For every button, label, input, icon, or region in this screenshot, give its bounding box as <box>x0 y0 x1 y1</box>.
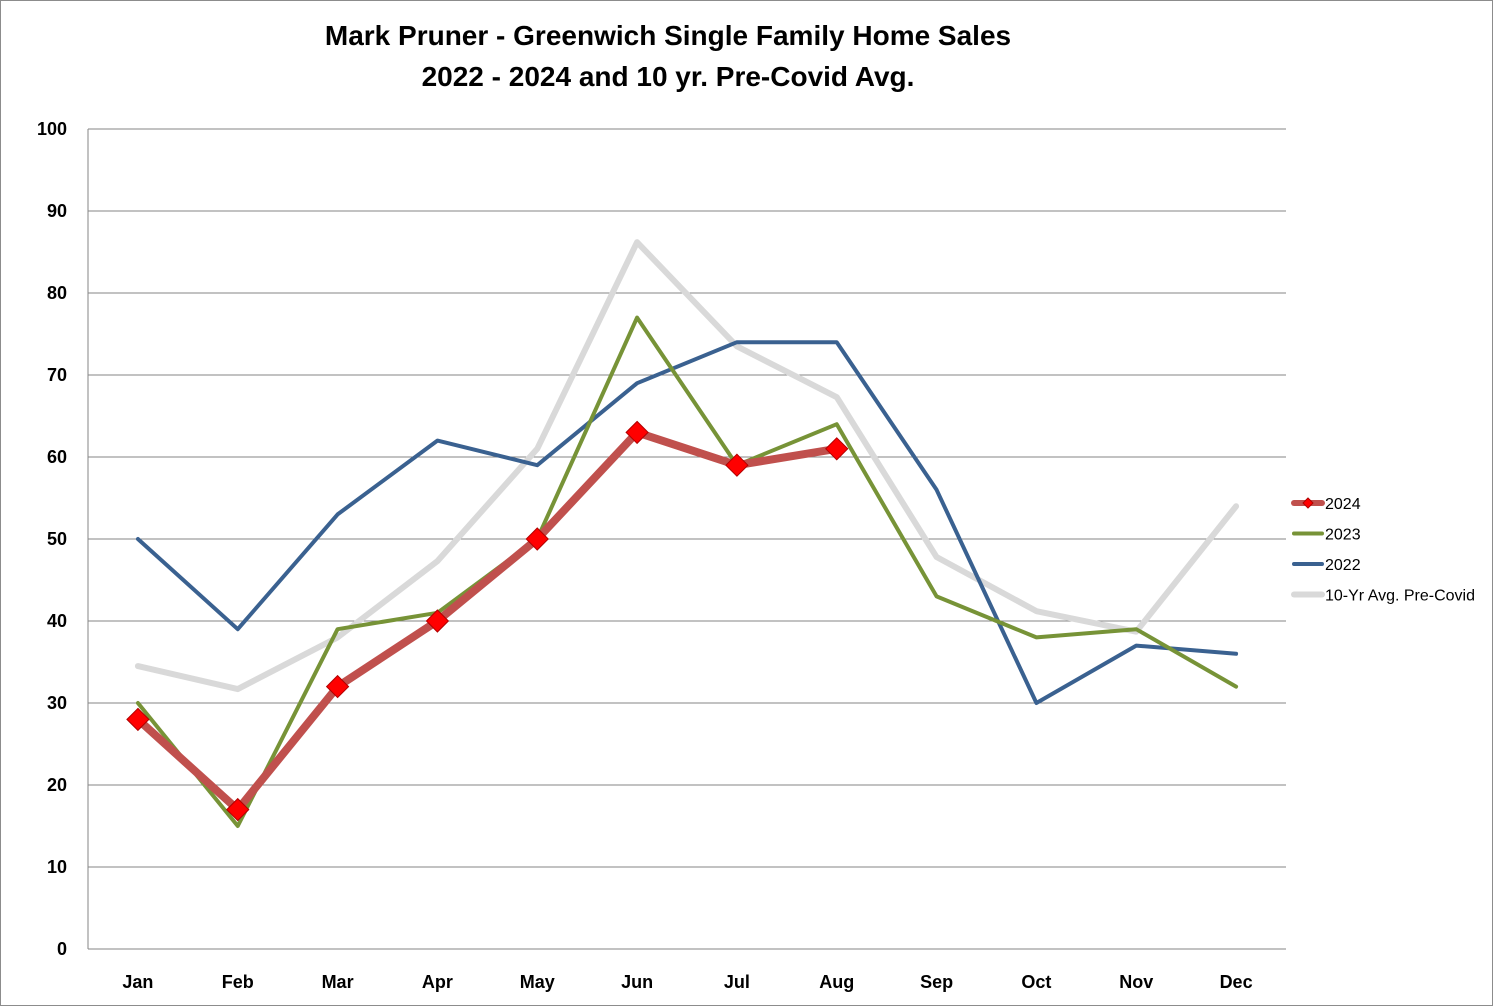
data-point-2024-mar <box>325 674 350 699</box>
x-tick-label: Dec <box>1220 972 1253 992</box>
axes <box>87 129 1286 950</box>
x-tick-label: Jan <box>122 972 153 992</box>
legend-marker <box>1302 497 1314 509</box>
gridlines <box>88 128 1286 868</box>
legend-item-2024: 2024 <box>1291 496 1361 513</box>
y-tick-label: 10 <box>47 857 67 877</box>
y-tick-label: 20 <box>47 775 67 795</box>
series-line-2022 <box>135 340 1239 705</box>
x-tick-label: Aug <box>819 972 854 992</box>
x-tick-label: May <box>520 972 555 992</box>
y-tick-label: 50 <box>47 529 67 549</box>
y-tick-label: 100 <box>37 119 67 139</box>
x-tick-label: Feb <box>222 972 254 992</box>
data-point-2024-jan <box>126 707 150 732</box>
legend-item-2023: 2023 <box>1292 527 1361 544</box>
y-axis-ticks: 0 10 20 30 40 50 60 70 80 90 100 <box>37 119 67 959</box>
y-tick-label: 30 <box>47 693 67 713</box>
data-point-2024-jul <box>725 453 749 477</box>
legend-label: 10-Yr Avg. Pre-Covid <box>1325 588 1475 605</box>
y-tick-label: 80 <box>47 283 67 303</box>
data-point-2024-aug <box>825 437 849 461</box>
series-markers <box>126 420 849 822</box>
chart-title: Mark Pruner - Greenwich Single Family Ho… <box>325 20 1011 51</box>
legend-item-10-yr-avg-pre-covid: 10-Yr Avg. Pre-Covid <box>1291 588 1475 605</box>
data-point-2024-feb <box>226 797 250 822</box>
y-tick-label: 90 <box>47 201 67 221</box>
series-lines <box>133 239 1240 828</box>
y-tick-label: 60 <box>47 447 67 467</box>
series-line-2023 <box>135 315 1239 828</box>
legend-label: 2023 <box>1325 527 1361 544</box>
data-point-2024-jun <box>625 420 649 445</box>
legend-label: 2024 <box>1325 496 1361 513</box>
y-tick-label: 40 <box>47 611 67 631</box>
legend-item-2022: 2022 <box>1292 557 1361 574</box>
data-point-2024-may <box>525 527 549 551</box>
x-tick-label: Mar <box>322 972 354 992</box>
x-tick-label: Sep <box>920 972 953 992</box>
y-tick-label: 70 <box>47 365 67 385</box>
legend: 2024 2023 2022 10-Yr Avg. Pre-Covid <box>1291 496 1475 605</box>
y-tick-label: 0 <box>57 939 67 959</box>
chart-subtitle: 2022 - 2024 and 10 yr. Pre-Covid Avg. <box>422 61 915 92</box>
x-tick-label: Apr <box>422 972 453 992</box>
x-tick-label: Jun <box>621 972 653 992</box>
legend-label: 2022 <box>1325 557 1361 574</box>
series-line-2024 <box>133 428 841 814</box>
x-tick-label: Nov <box>1119 972 1153 992</box>
series-line-10-yr-avg-pre-covid <box>134 239 1240 693</box>
x-tick-label: Oct <box>1021 972 1051 992</box>
x-axis-ticks: Jan Feb Mar Apr May Jun Jul Aug Sep Oct Nov Dec <box>122 972 1252 992</box>
data-point-2024-apr <box>425 609 450 633</box>
x-tick-label: Jul <box>724 972 750 992</box>
